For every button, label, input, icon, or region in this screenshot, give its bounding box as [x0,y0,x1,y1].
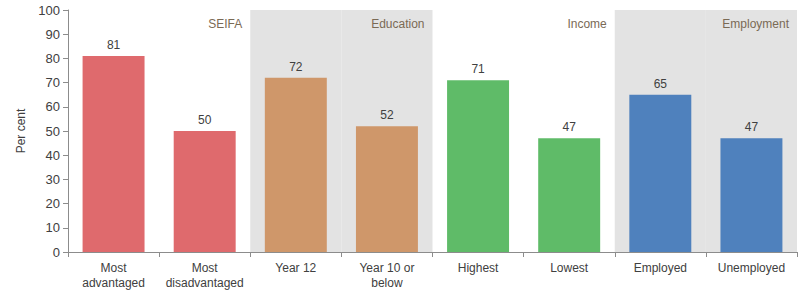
svg-text:below: below [371,276,403,290]
svg-text:50: 50 [198,113,212,127]
svg-text:81: 81 [107,38,121,52]
svg-text:disadvantaged: disadvantaged [166,276,244,290]
svg-text:SEIFA: SEIFA [208,17,242,31]
svg-text:40: 40 [46,148,60,163]
svg-text:47: 47 [563,120,577,134]
svg-text:90: 90 [46,27,60,42]
svg-text:50: 50 [46,124,60,139]
svg-text:100: 100 [38,3,60,18]
svg-text:advantaged: advantaged [82,276,145,290]
svg-text:0: 0 [53,245,60,260]
svg-text:71: 71 [471,62,485,76]
svg-text:Employment: Employment [722,17,789,31]
svg-text:65: 65 [654,77,668,91]
svg-text:Lowest: Lowest [550,261,589,275]
svg-text:Income: Income [567,17,607,31]
svg-text:Year 12: Year 12 [275,261,316,275]
svg-text:Most: Most [192,261,219,275]
svg-text:Highest: Highest [458,261,499,275]
svg-text:60: 60 [46,99,60,114]
svg-text:30: 30 [46,172,60,187]
svg-text:20: 20 [46,196,60,211]
svg-text:70: 70 [46,75,60,90]
svg-text:Unemployed: Unemployed [718,261,785,275]
svg-text:Most: Most [101,261,128,275]
svg-text:Employed: Employed [634,261,687,275]
svg-text:Education: Education [371,17,424,31]
svg-text:Per cent: Per cent [14,108,28,153]
svg-text:52: 52 [380,108,394,122]
svg-text:47: 47 [745,120,759,134]
svg-text:80: 80 [46,51,60,66]
svg-text:10: 10 [46,220,60,235]
svg-text:72: 72 [289,60,303,74]
svg-text:Year 10 or: Year 10 or [359,261,414,275]
